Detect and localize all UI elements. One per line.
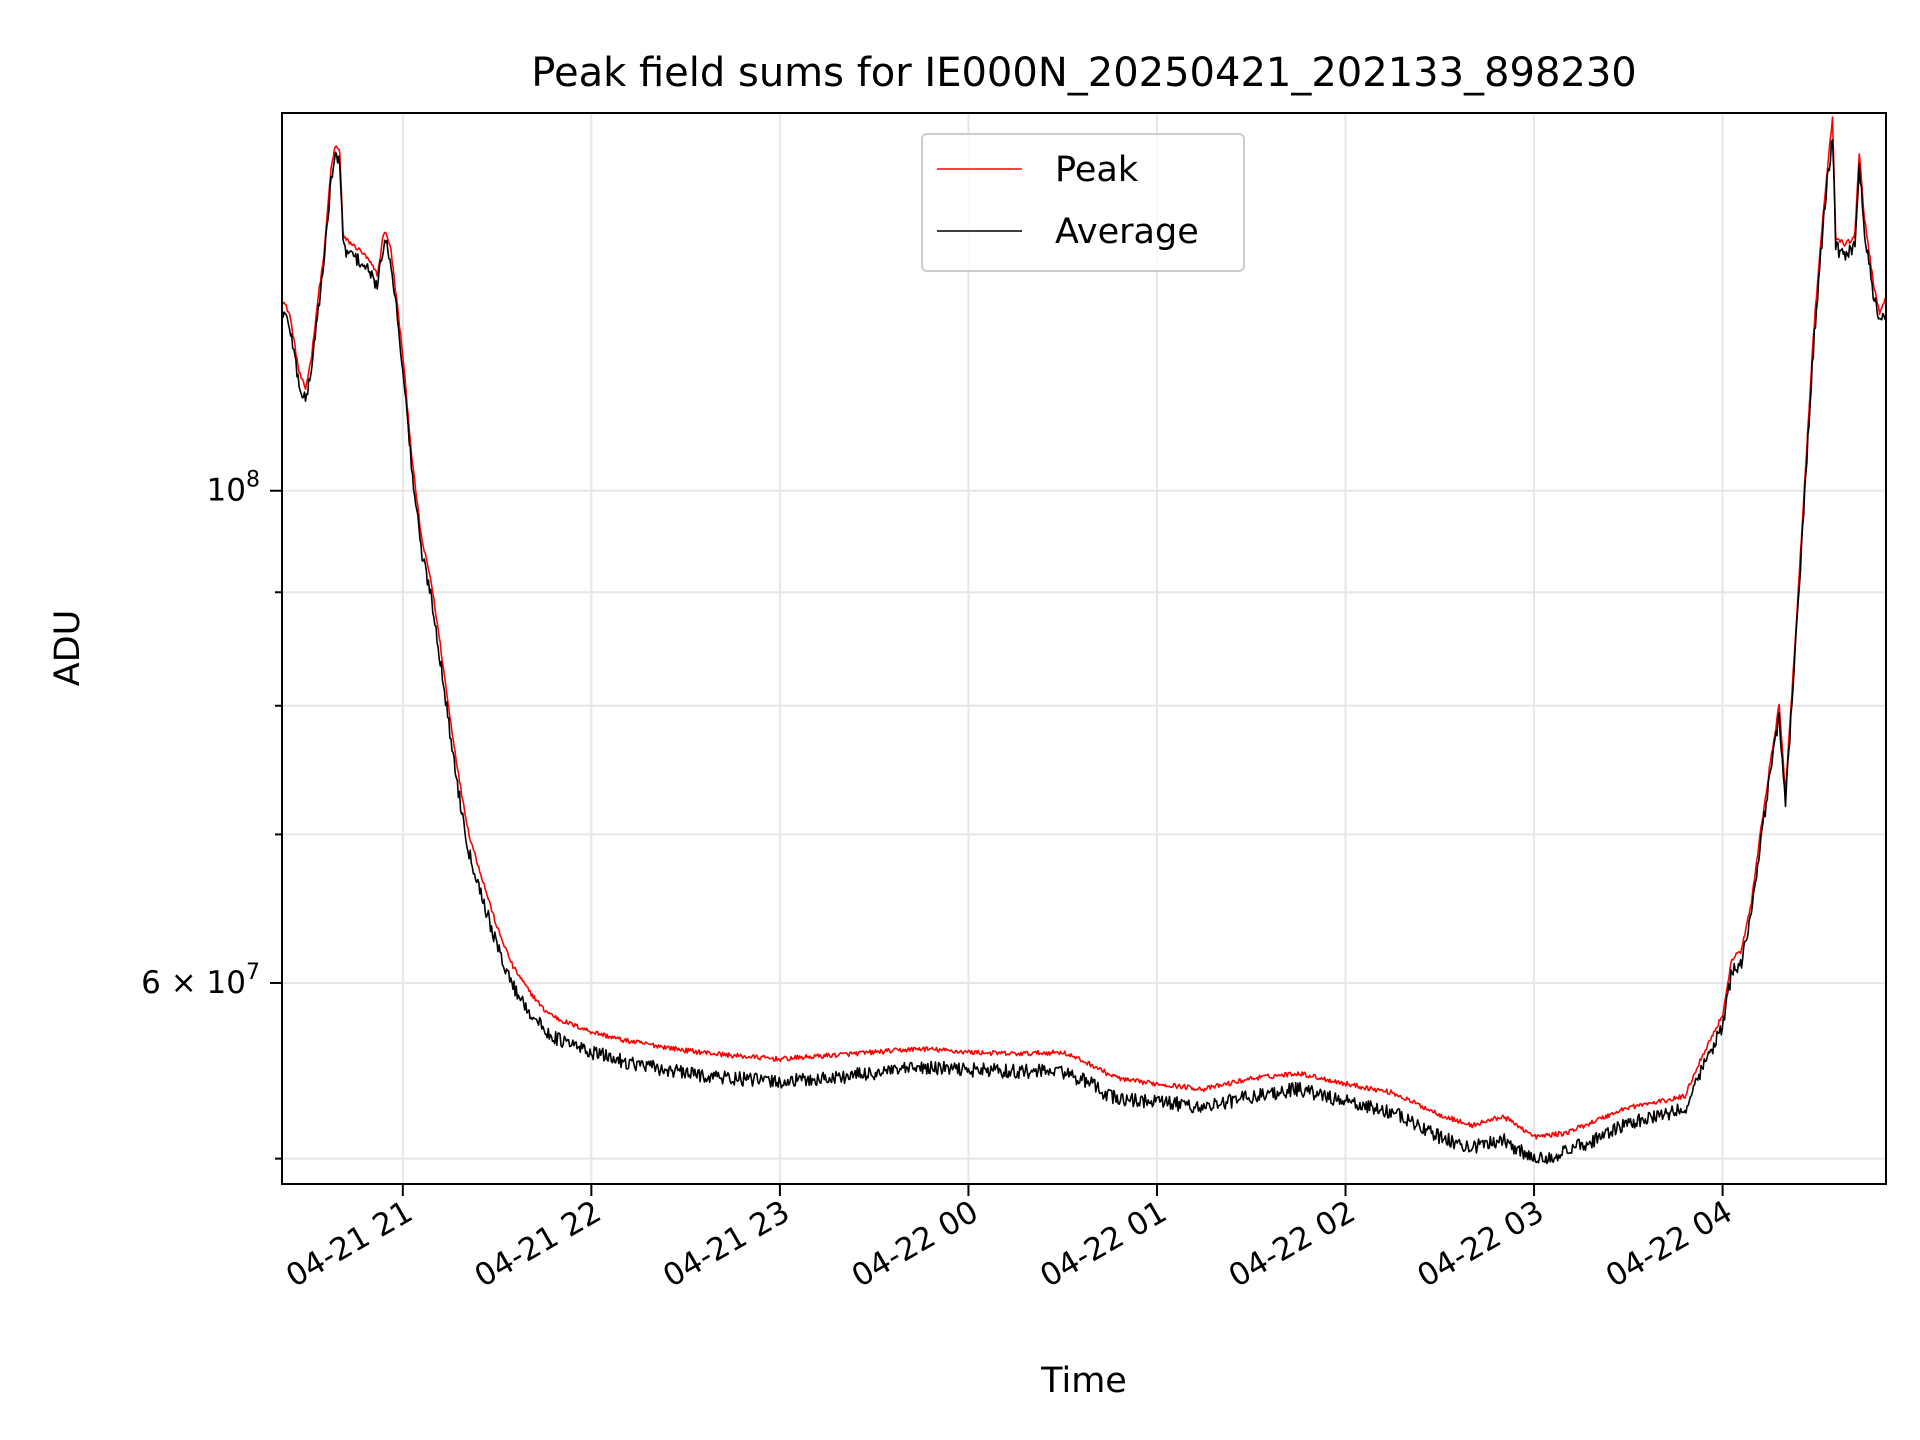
series-line-peak <box>282 116 1886 1140</box>
y-axis-label: ADU <box>48 610 88 687</box>
series-line-average <box>282 139 1886 1165</box>
chart-title: Peak field sums for IE000N_20250421_2021… <box>531 50 1636 96</box>
x-axis-label: Time <box>1040 1361 1127 1401</box>
grid <box>282 113 1886 1184</box>
legend-label-average: Average <box>1055 212 1199 252</box>
series-layer <box>282 116 1886 1165</box>
legend: Peak Average <box>921 133 1245 272</box>
legend-label-peak: Peak <box>1055 150 1139 190</box>
y-tick-label: 6 × 107 <box>141 960 260 1001</box>
plot-frame <box>281 112 1887 1185</box>
